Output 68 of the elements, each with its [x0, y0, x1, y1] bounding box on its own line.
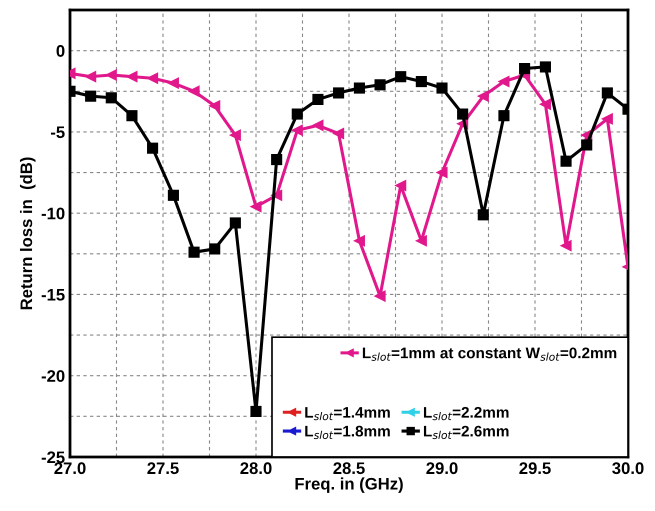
- point: [250, 406, 262, 418]
- y-tick-label: 0: [56, 45, 64, 57]
- x-tick-label: 28.5: [333, 462, 365, 474]
- point: [209, 243, 220, 254]
- legend-label: L$_{slot}$=2.2mm: [424, 406, 508, 420]
- point: [395, 180, 406, 192]
- x-tick-label: 28.0: [240, 462, 272, 474]
- legend-label: L$_{slot}$=1mm at constant W$_{slot}$=0.2mm: [362, 348, 616, 361]
- point: [498, 110, 510, 122]
- x-tick-label: 29.0: [426, 462, 458, 474]
- point: [560, 156, 572, 167]
- point: [230, 130, 241, 141]
- point: [519, 62, 530, 74]
- point: [416, 235, 427, 246]
- point: [147, 72, 158, 84]
- point: [436, 82, 448, 94]
- point: [106, 92, 117, 104]
- legend-label: L$_{slot}$=1.4mm: [305, 407, 390, 420]
- point: [478, 90, 489, 102]
- point: [560, 240, 572, 252]
- point: [106, 69, 117, 81]
- point: [602, 113, 613, 124]
- x-tick-label: 27.5: [147, 462, 179, 474]
- x-tick-label: 30.0: [612, 462, 644, 474]
- point: [147, 142, 158, 154]
- point: [85, 90, 96, 102]
- y-tick-label: -20: [42, 370, 64, 382]
- point: [271, 154, 282, 166]
- point: [85, 71, 96, 82]
- point: [126, 71, 138, 82]
- point: [457, 108, 468, 120]
- point: [168, 190, 179, 201]
- point: [581, 139, 592, 150]
- point: [168, 78, 179, 89]
- point: [416, 76, 427, 88]
- point: [498, 76, 510, 88]
- point: [478, 209, 489, 220]
- point: [374, 290, 386, 302]
- x-tick-label: 27.0: [54, 462, 86, 474]
- point: [188, 246, 200, 258]
- point: [333, 128, 344, 140]
- point: [209, 100, 220, 112]
- point: [230, 217, 241, 228]
- point: [292, 124, 303, 136]
- point: [354, 235, 365, 246]
- point: [333, 87, 344, 98]
- point: [395, 71, 406, 82]
- y-tick-label: -25: [42, 451, 65, 464]
- y-tick-label: -10: [42, 208, 64, 220]
- point: [436, 166, 448, 178]
- point: [602, 87, 613, 98]
- point: [540, 61, 551, 72]
- y-tick-label: -15: [42, 289, 65, 301]
- point: [250, 201, 262, 212]
- x-axis-title: Freq. in (GHz): [295, 477, 403, 493]
- legend-label: L$_{slot}$=1.8mm: [305, 426, 390, 440]
- point: [354, 82, 365, 94]
- point: [312, 120, 324, 131]
- point: [292, 108, 303, 120]
- x-tick-label: 29.5: [519, 462, 551, 474]
- y-axis-title: Return loss in (dB): [20, 157, 36, 310]
- point: [374, 79, 386, 90]
- y-tick-label: -5: [50, 126, 65, 138]
- point: [188, 86, 200, 97]
- point: [540, 98, 551, 110]
- point: [312, 94, 324, 105]
- point: [126, 110, 138, 122]
- legend-label: L$_{slot}$=2.6mm: [424, 426, 508, 440]
